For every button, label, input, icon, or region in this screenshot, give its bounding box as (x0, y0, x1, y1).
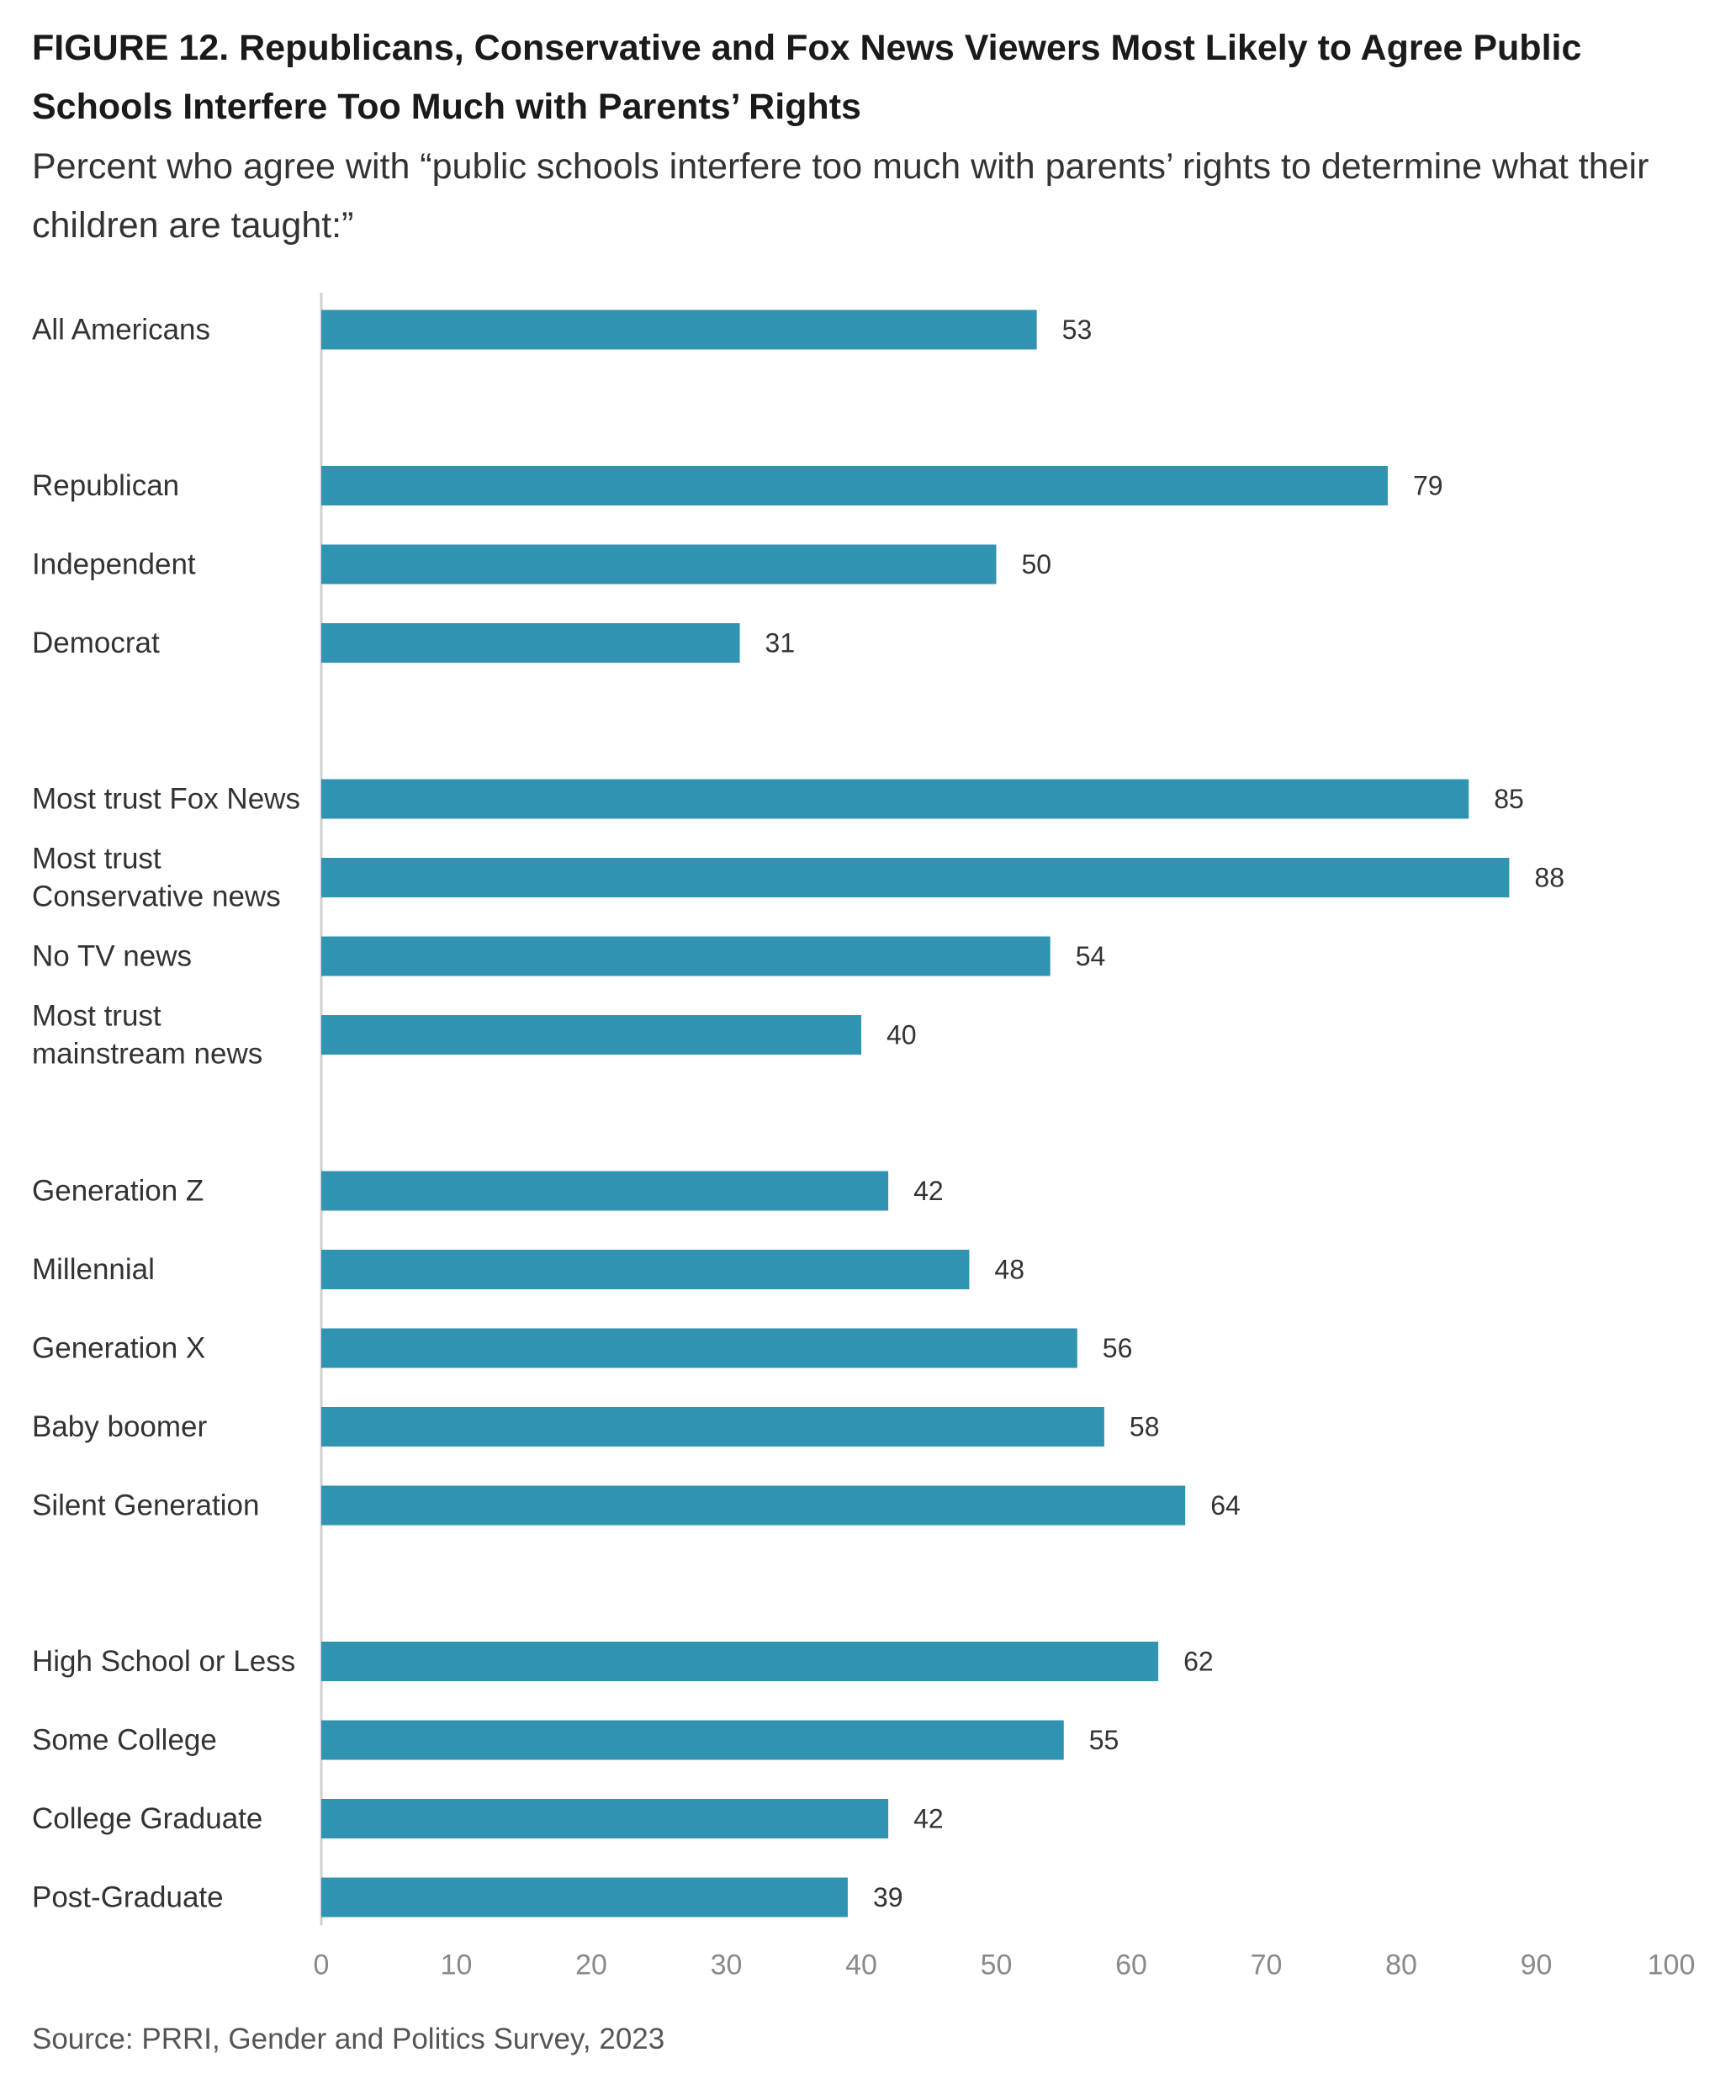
category-label: Generation Z (32, 1175, 204, 1208)
bar (321, 544, 997, 585)
bar (321, 1799, 889, 1838)
category-label: High School or Less (32, 1645, 295, 1678)
bar (321, 1250, 970, 1289)
x-tick-label: 80 (1385, 1949, 1417, 1981)
x-tick-label: 70 (1251, 1949, 1283, 1981)
category-label: Some College (32, 1724, 217, 1757)
data-label: 40 (887, 1020, 917, 1050)
category-label: Baby boomer (32, 1410, 208, 1443)
bar (321, 1877, 848, 1918)
x-tick-label: 100 (1648, 1949, 1696, 1981)
data-label: 42 (913, 1176, 944, 1206)
data-label: 56 (1103, 1333, 1133, 1363)
bar (321, 936, 1051, 976)
category-label: Independent (32, 548, 196, 581)
category-label: All Americans (32, 314, 210, 346)
data-label: 31 (765, 628, 796, 659)
bar (321, 1485, 1186, 1526)
data-label: 79 (1413, 471, 1443, 501)
category-label: Conservative news (32, 881, 281, 913)
data-label: 85 (1494, 784, 1524, 814)
category-label: College Graduate (32, 1802, 262, 1835)
bar (321, 779, 1469, 819)
bar (321, 309, 1037, 350)
category-label: Most trust (32, 1000, 161, 1033)
bar (321, 1407, 1104, 1447)
bar (321, 1171, 889, 1211)
data-label: 53 (1062, 315, 1093, 345)
category-label: Republican (32, 469, 179, 502)
category-label: Generation X (32, 1332, 205, 1365)
data-label: 42 (913, 1804, 944, 1834)
bar-chart: 53 All Americans 79 Republican 50 Independent… (32, 293, 1696, 1981)
category-label: Silent Generation (32, 1489, 259, 1522)
x-tick-label: 20 (575, 1949, 607, 1981)
bar (321, 1328, 1077, 1368)
category-label: No TV news (32, 940, 192, 973)
bar (321, 1720, 1064, 1760)
x-tick-label: 50 (981, 1949, 1013, 1981)
bar (321, 1015, 861, 1055)
category-label: Millennial (32, 1253, 155, 1286)
x-tick-label: 10 (441, 1949, 473, 1981)
category-label: Most trust Fox News (32, 783, 300, 816)
bar (321, 466, 1388, 505)
bar (321, 623, 740, 663)
bar (321, 858, 1510, 897)
category-label: Post-Graduate (32, 1881, 224, 1914)
source-note: Source: PRRI, Gender and Politics Survey… (32, 2023, 665, 2055)
data-label: 58 (1130, 1412, 1160, 1442)
chart-subtitle: Percent who agree with “public schools i… (32, 146, 1649, 246)
data-label: 88 (1534, 863, 1564, 893)
data-label: 64 (1210, 1490, 1241, 1521)
data-label: 62 (1183, 1647, 1214, 1677)
x-tick-label: 30 (711, 1949, 743, 1981)
chart-title: FIGURE 12. Republicans, Conservative and… (32, 28, 1582, 127)
x-tick-label: 0 (314, 1949, 330, 1981)
data-label: 48 (994, 1255, 1024, 1285)
category-label: Democrat (32, 627, 160, 659)
data-label: 50 (1022, 549, 1052, 579)
bar (321, 1642, 1159, 1681)
data-label: 55 (1089, 1725, 1119, 1755)
x-tick-label: 40 (845, 1949, 877, 1981)
data-label: 54 (1076, 941, 1106, 971)
x-tick-label: 90 (1521, 1949, 1553, 1981)
x-tick-label: 60 (1115, 1949, 1147, 1981)
data-label: 39 (873, 1882, 903, 1912)
category-label: mainstream news (32, 1038, 262, 1071)
category-label: Most trust (32, 843, 161, 875)
